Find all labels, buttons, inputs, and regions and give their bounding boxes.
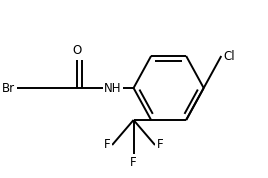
Text: NH: NH: [104, 82, 122, 95]
Text: F: F: [103, 138, 110, 151]
Text: O: O: [72, 44, 82, 57]
Text: F: F: [157, 138, 163, 151]
Text: F: F: [130, 156, 137, 169]
Text: Br: Br: [2, 82, 15, 95]
Text: Cl: Cl: [223, 49, 235, 62]
